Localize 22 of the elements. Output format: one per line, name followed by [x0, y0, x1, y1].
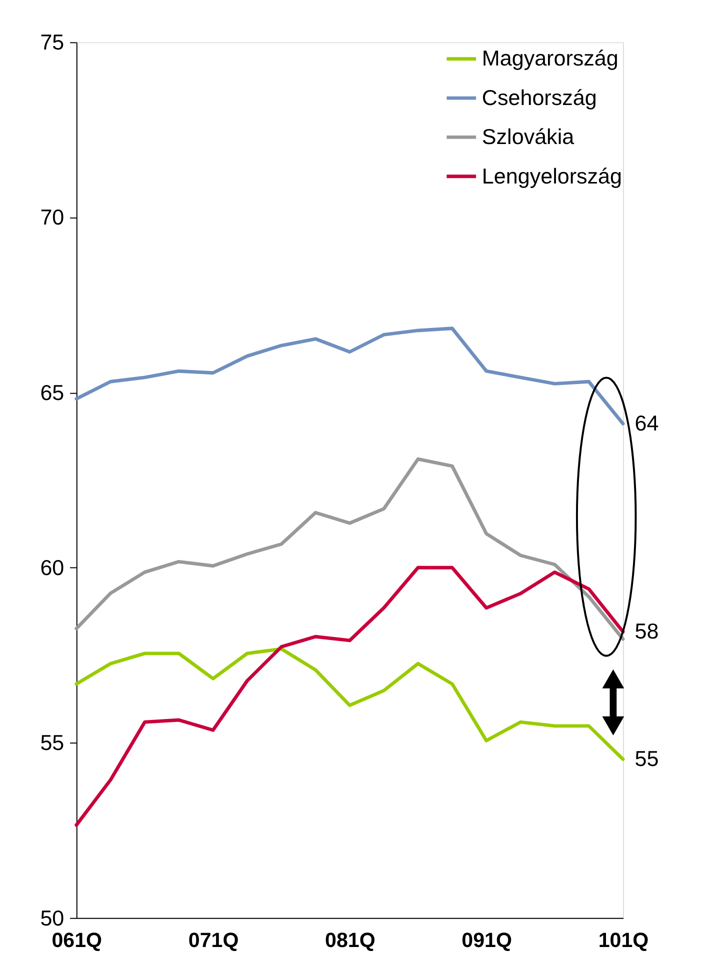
line-series — [74, 457, 625, 641]
line-series — [74, 566, 625, 827]
y-tick-label: 70 — [40, 206, 64, 230]
legend-label: Csehország — [482, 86, 597, 110]
x-tick-label: 081Q — [325, 928, 376, 952]
y-tick-label: 55 — [40, 731, 64, 756]
x-tick-label: 101Q — [598, 928, 649, 952]
annotation: 55 — [634, 747, 659, 772]
y-tick-label: 65 — [40, 380, 64, 405]
x-tick-label: 071Q — [188, 928, 239, 952]
annotation: 58 — [634, 620, 659, 644]
legend-label: Magyarország — [482, 46, 618, 71]
y-tick-label: 60 — [40, 556, 64, 580]
line-series — [74, 647, 625, 761]
y-tick-label: 75 — [40, 30, 64, 55]
y-tick-label: 50 — [40, 906, 64, 930]
x-tick-label: 091Q — [462, 928, 512, 952]
legend-label: Lengyelország — [482, 164, 622, 188]
x-tick-label: 061Q — [52, 928, 102, 952]
annotation: 64 — [634, 412, 659, 436]
legend-label: Szlovákia — [482, 125, 574, 150]
line-series — [74, 326, 625, 426]
